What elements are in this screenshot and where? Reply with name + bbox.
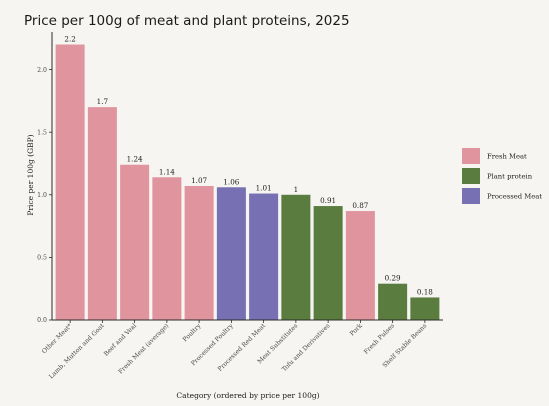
value-label-fresh-meat-average: 1.14 [159, 167, 175, 176]
value-label-shelf-stable-beans: 0.18 [417, 287, 433, 296]
x-tick-label-other-meat: Other Meat* [41, 322, 74, 355]
x-tick-label-poultry: Poultry [182, 322, 203, 343]
value-label-beef-and-veal: 1.24 [127, 155, 143, 164]
value-label-lamb-mutton-and-goat: 1.7 [97, 97, 109, 106]
value-label-processed-poultry: 1.06 [223, 177, 239, 186]
x-axis-title: Category (ordered by price per 100g) [176, 391, 319, 400]
bar-fresh-meat-average [152, 177, 182, 320]
legend-label-plant-protein: Plant protein [487, 173, 533, 181]
legend-swatch-processed-meat [462, 188, 480, 204]
bar-meat-substitutes [281, 194, 311, 320]
value-label-pork: 0.87 [352, 201, 368, 210]
y-axis-title: Price per 100g (GBP) [26, 134, 35, 215]
y-tick-label: 1.0 [37, 192, 47, 199]
value-label-poultry: 1.07 [191, 176, 207, 185]
bar-processed-red-meat [249, 193, 279, 320]
x-tick-label-fresh-pulses: Fresh Pulses [363, 322, 396, 355]
legend-swatch-plant-protein [462, 168, 480, 184]
y-tick-label: 2.0 [37, 67, 47, 74]
y-axis: 0.0 0.5 1.0 1.5 2.0 [37, 67, 52, 324]
value-label-tofu-and-derivatives: 0.91 [320, 196, 336, 205]
x-tick-label-pork: Pork [349, 322, 364, 337]
legend: Fresh Meat Plant protein Processed Meat [462, 148, 542, 204]
bar-shelf-stable-beans [410, 297, 440, 320]
value-label-processed-red-meat: 1.01 [256, 184, 272, 193]
value-label-fresh-pulses: 0.29 [385, 274, 401, 283]
chart-title: Price per 100g of meat and plant protein… [24, 13, 350, 29]
bar-processed-poultry [216, 187, 246, 320]
y-tick-label: 0.0 [37, 317, 47, 324]
legend-label-fresh-meat: Fresh Meat [487, 153, 527, 161]
x-tick-label-lamb-mutton-and-goat: Lamb, Mutton and Goat [48, 322, 106, 380]
value-labels-group: 2.2 1.7 1.24 1.14 1.07 1.06 1.01 1 0.91 0.87 0.29 0… [64, 35, 433, 297]
bar-poultry [184, 186, 214, 320]
value-label-meat-substitutes: 1 [294, 185, 299, 194]
bar-pork [345, 211, 375, 320]
y-tick-label: 1.5 [37, 129, 47, 136]
bars-group [55, 44, 440, 321]
y-tick-label: 0.5 [37, 255, 47, 262]
value-label-other-meat: 2.2 [64, 35, 75, 44]
bar-tofu-and-derivatives [313, 206, 343, 320]
legend-swatch-fresh-meat [462, 148, 480, 164]
bar-lamb-mutton-and-goat [87, 107, 117, 320]
x-tick-label-beef-and-veal: Beef and Veal [103, 322, 138, 357]
bar-beef-and-veal [120, 164, 150, 320]
bar-fresh-pulses [378, 283, 408, 320]
legend-label-processed-meat: Processed Meat [487, 193, 542, 201]
bar-other-meat [55, 44, 85, 321]
